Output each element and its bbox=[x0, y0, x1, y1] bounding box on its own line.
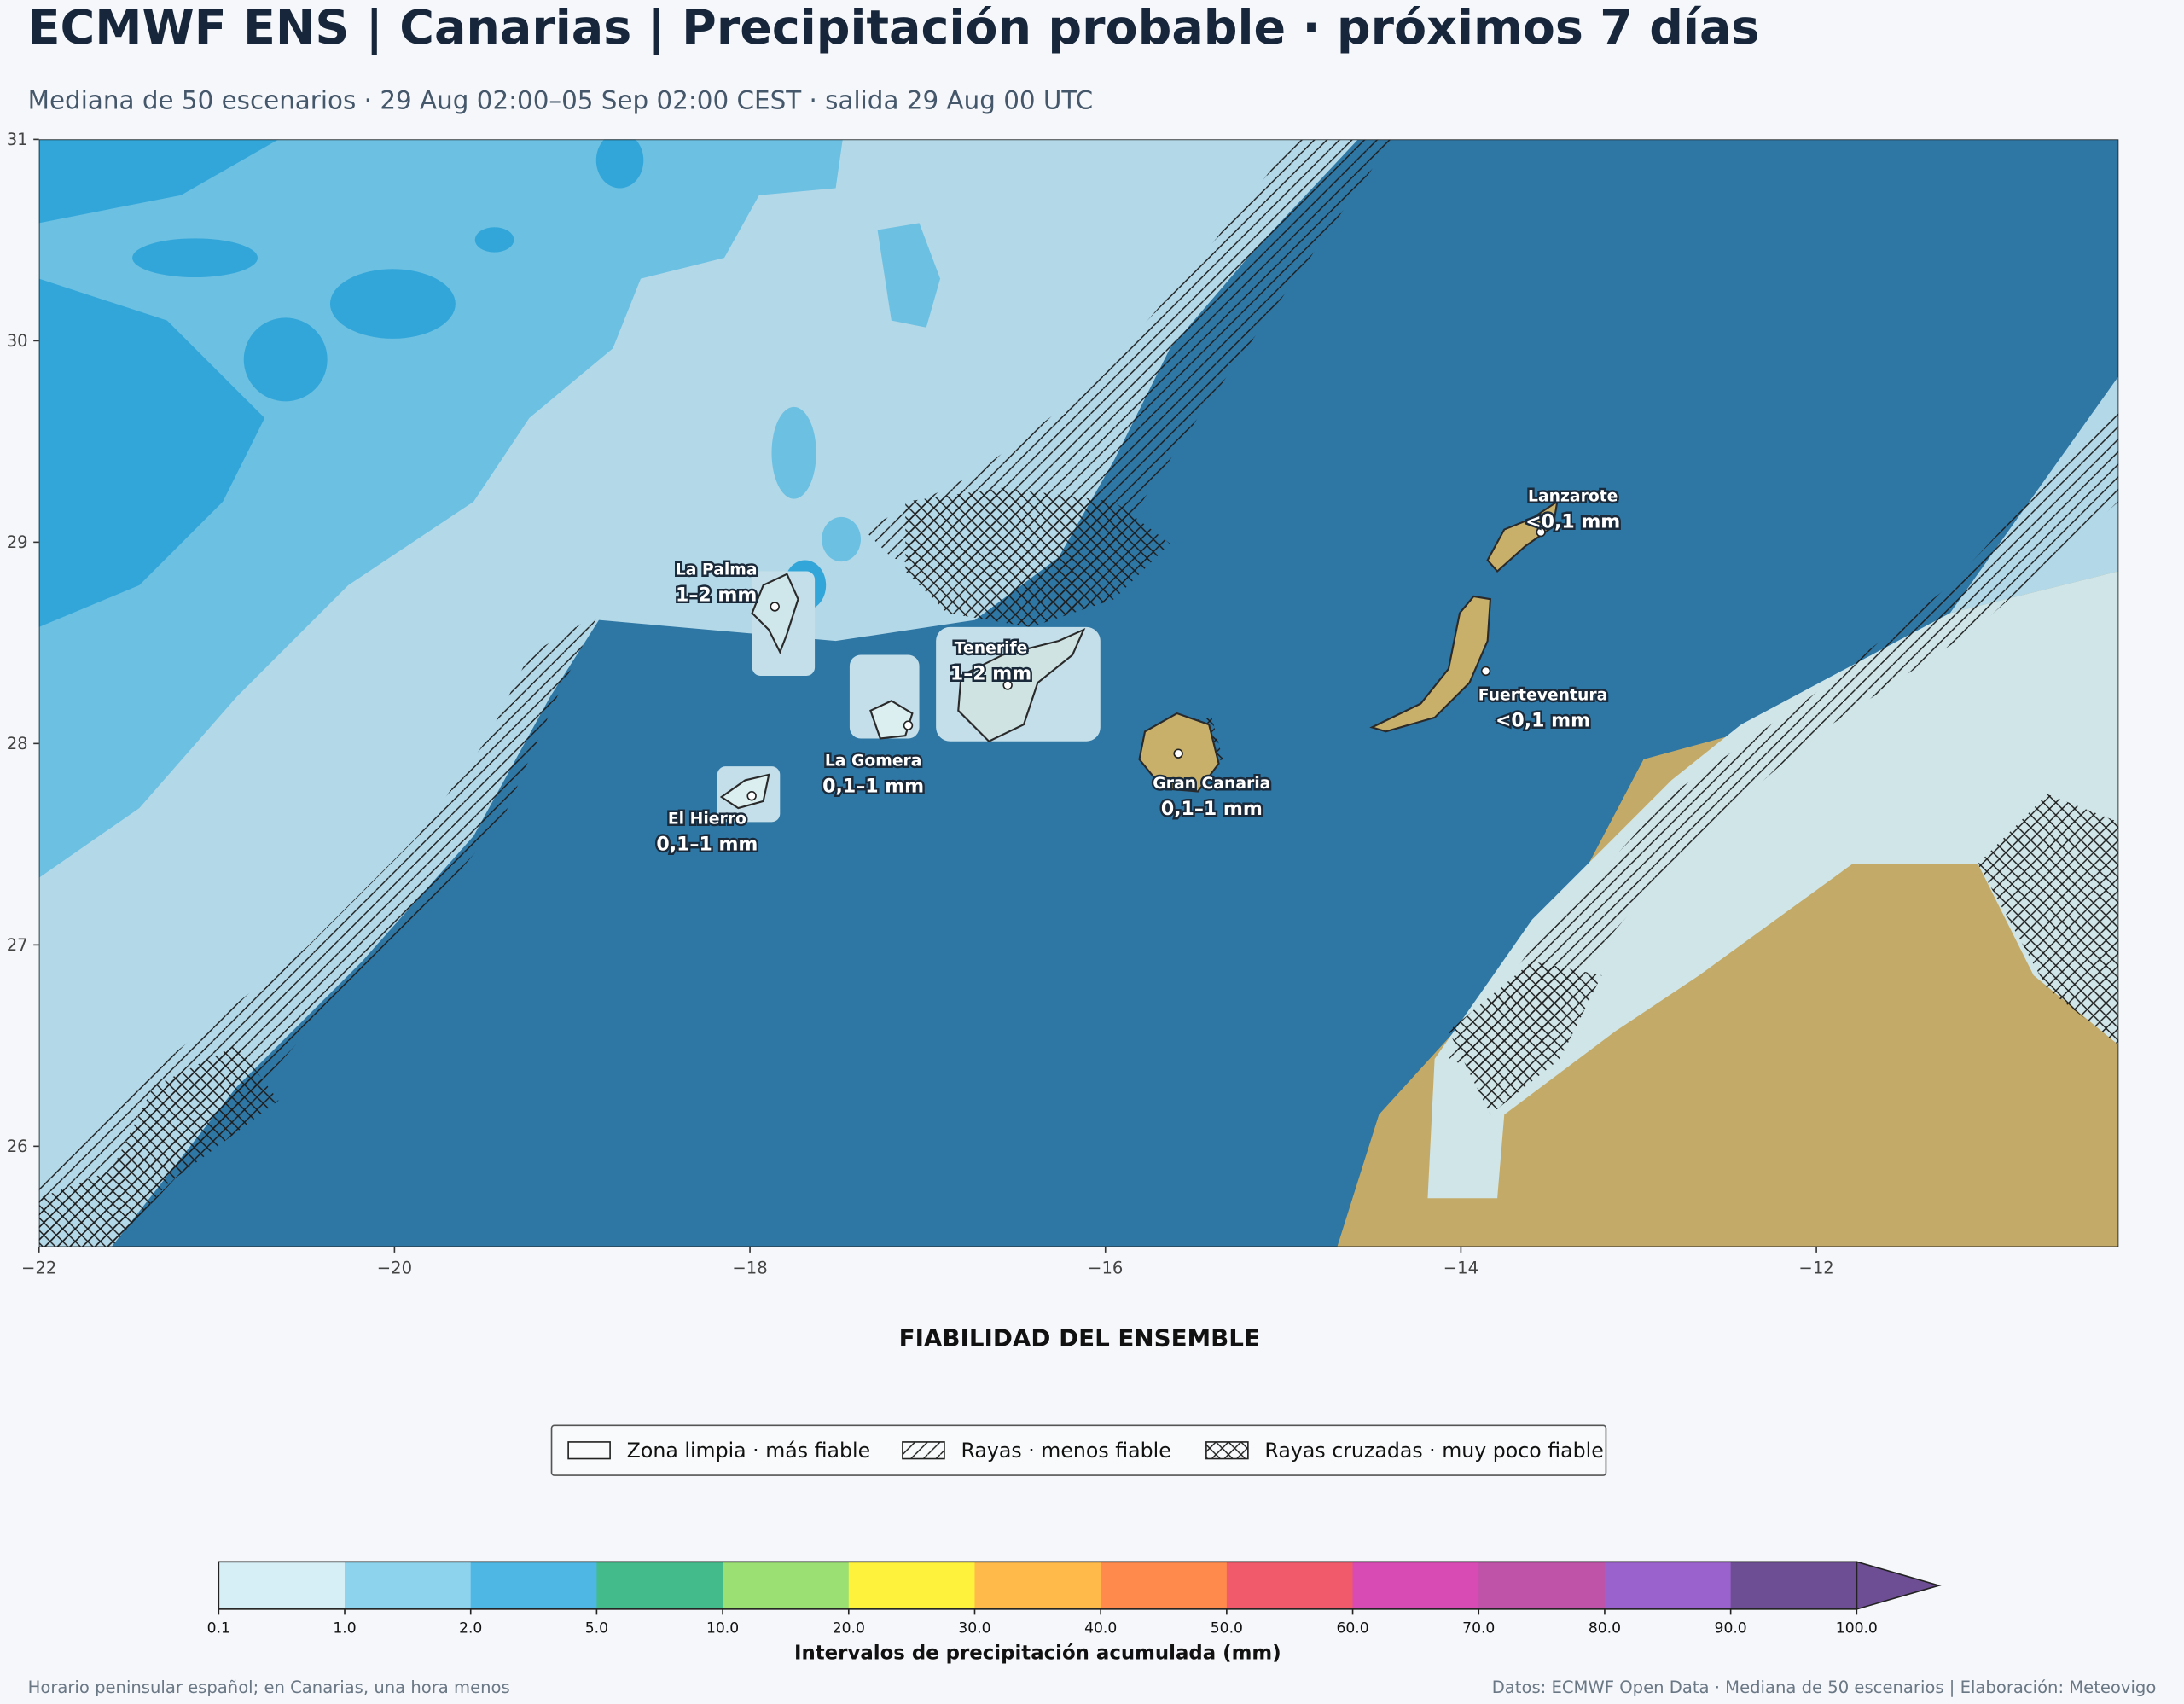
colorbar-swatch bbox=[723, 1562, 850, 1609]
x-tick-label: −12 bbox=[1798, 1258, 1833, 1277]
colorbar-swatch bbox=[596, 1562, 723, 1609]
colorbar-frame bbox=[218, 1561, 1858, 1610]
colorbar-swatch bbox=[1352, 1562, 1480, 1609]
y-tick-label: 28 bbox=[7, 734, 28, 753]
place-value: <0,1 mm bbox=[1525, 512, 1620, 533]
colorbar-tick-label: 30.0 bbox=[958, 1620, 990, 1637]
place-name: Tenerife bbox=[955, 639, 1028, 657]
place-name: Lanzarote bbox=[1528, 488, 1618, 506]
colorbar-tick-label: 50.0 bbox=[1211, 1620, 1243, 1637]
y-tick-label: 26 bbox=[7, 1137, 28, 1156]
title: ECMWF ENS | Canarias | Precipitación pro… bbox=[28, 0, 1760, 55]
legend-item: Rayas cruzadas · muy poco fiable bbox=[1264, 1439, 1603, 1463]
place-value: 0,1–1 mm bbox=[1161, 799, 1263, 820]
colorbar-tick-label: 20.0 bbox=[833, 1620, 865, 1637]
x-tick-label: −20 bbox=[377, 1258, 412, 1277]
colorbar-tick-label: 1.0 bbox=[333, 1620, 356, 1637]
colorbar-tick-label: 90.0 bbox=[1715, 1620, 1747, 1637]
x-tick-label: −18 bbox=[732, 1258, 767, 1277]
legend: Zona limpia · más fiable Rayas · menos f… bbox=[550, 1424, 1607, 1476]
x-tick-label: −16 bbox=[1088, 1258, 1123, 1277]
place-marker bbox=[1173, 748, 1183, 759]
axes: −22 −20 −18 −16 −14 −12 26 27 28 29 30 31 bbox=[7, 130, 1834, 1277]
map-background bbox=[38, 139, 2119, 1247]
subtitle: Mediana de 50 escenarios · 29 Aug 02:00–… bbox=[28, 85, 1094, 114]
colorbar-swatch bbox=[1478, 1562, 1606, 1609]
colorbar-label: Intervalos de precipitación acumulada (m… bbox=[794, 1643, 1281, 1665]
place-marker bbox=[1480, 666, 1491, 677]
colorbar-swatch bbox=[1101, 1562, 1228, 1609]
colorbar-tick-label: 2.0 bbox=[459, 1620, 482, 1637]
colorbar-swatch bbox=[1226, 1562, 1354, 1609]
place-marker bbox=[903, 720, 914, 730]
colorbar-tick-label: 80.0 bbox=[1589, 1620, 1621, 1637]
place-marker bbox=[770, 602, 780, 612]
place-marker bbox=[1536, 526, 1546, 538]
colorbar-swatch bbox=[218, 1562, 346, 1609]
place-name: Gran Canaria bbox=[1153, 775, 1270, 793]
colorbar-swatch bbox=[345, 1562, 472, 1609]
legend-title: FIABILIDAD DEL ENSEMBLE bbox=[899, 1323, 1260, 1352]
colorbar-tick-label: 100.0 bbox=[1836, 1620, 1878, 1637]
y-tick-label: 29 bbox=[7, 532, 28, 552]
place-marker bbox=[1002, 680, 1013, 690]
colorbar-swatch bbox=[1604, 1562, 1732, 1609]
colorbar-extend bbox=[1856, 1561, 1942, 1610]
place-value: 0,1–1 mm bbox=[822, 776, 924, 798]
x-tick-label: −14 bbox=[1443, 1258, 1478, 1277]
place-value: 0,1–1 mm bbox=[656, 834, 758, 855]
colorbar-tick-label: 5.0 bbox=[585, 1620, 608, 1637]
place-value: <0,1 mm bbox=[1496, 711, 1590, 732]
colorbar-tick-label: 10.0 bbox=[706, 1620, 739, 1637]
colorbar-tick-label: 70.0 bbox=[1462, 1620, 1495, 1637]
legend-item: Zona limpia · más fiable bbox=[627, 1439, 870, 1463]
footer-right: Datos: ECMWF Open Data · Mediana de 50 e… bbox=[1492, 1678, 2157, 1697]
colorbar-tick-label: 60.0 bbox=[1336, 1620, 1368, 1637]
colorbar-swatch bbox=[470, 1562, 598, 1609]
place-name: La Palma bbox=[676, 561, 758, 579]
place-name: Fuerteventura bbox=[1478, 687, 1608, 705]
colorbar-swatch bbox=[1730, 1562, 1858, 1609]
place-name: La Gomera bbox=[825, 752, 922, 770]
y-tick-label: 31 bbox=[7, 130, 28, 149]
places: La Palma 1–2 mm Tenerife 1–2 mm La Gomera 0,1… bbox=[654, 486, 1623, 858]
colorbar-tick-label: 0.1 bbox=[207, 1620, 230, 1637]
place-value: 1–2 mm bbox=[950, 663, 1031, 684]
colorbar: 0.1 1.0 2.0 5.0 10.0 20.0 30.0 40.0 50.0 60.0 70.0… bbox=[207, 1561, 1942, 1637]
place-value: 1–2 mm bbox=[676, 584, 757, 606]
colorbar-swatch bbox=[974, 1562, 1101, 1609]
x-tick-label: −22 bbox=[21, 1258, 56, 1277]
place-marker bbox=[746, 791, 757, 801]
legend-item: Rayas · menos fiable bbox=[961, 1439, 1171, 1463]
islands bbox=[719, 499, 1559, 810]
y-tick-label: 30 bbox=[7, 331, 28, 351]
place-name: El Hierro bbox=[668, 810, 746, 828]
y-tick-label: 27 bbox=[7, 935, 28, 955]
colorbar-swatch bbox=[848, 1562, 976, 1609]
footer-left: Horario peninsular español; en Canarias,… bbox=[28, 1678, 510, 1697]
colorbar-tick-label: 40.0 bbox=[1084, 1620, 1117, 1637]
